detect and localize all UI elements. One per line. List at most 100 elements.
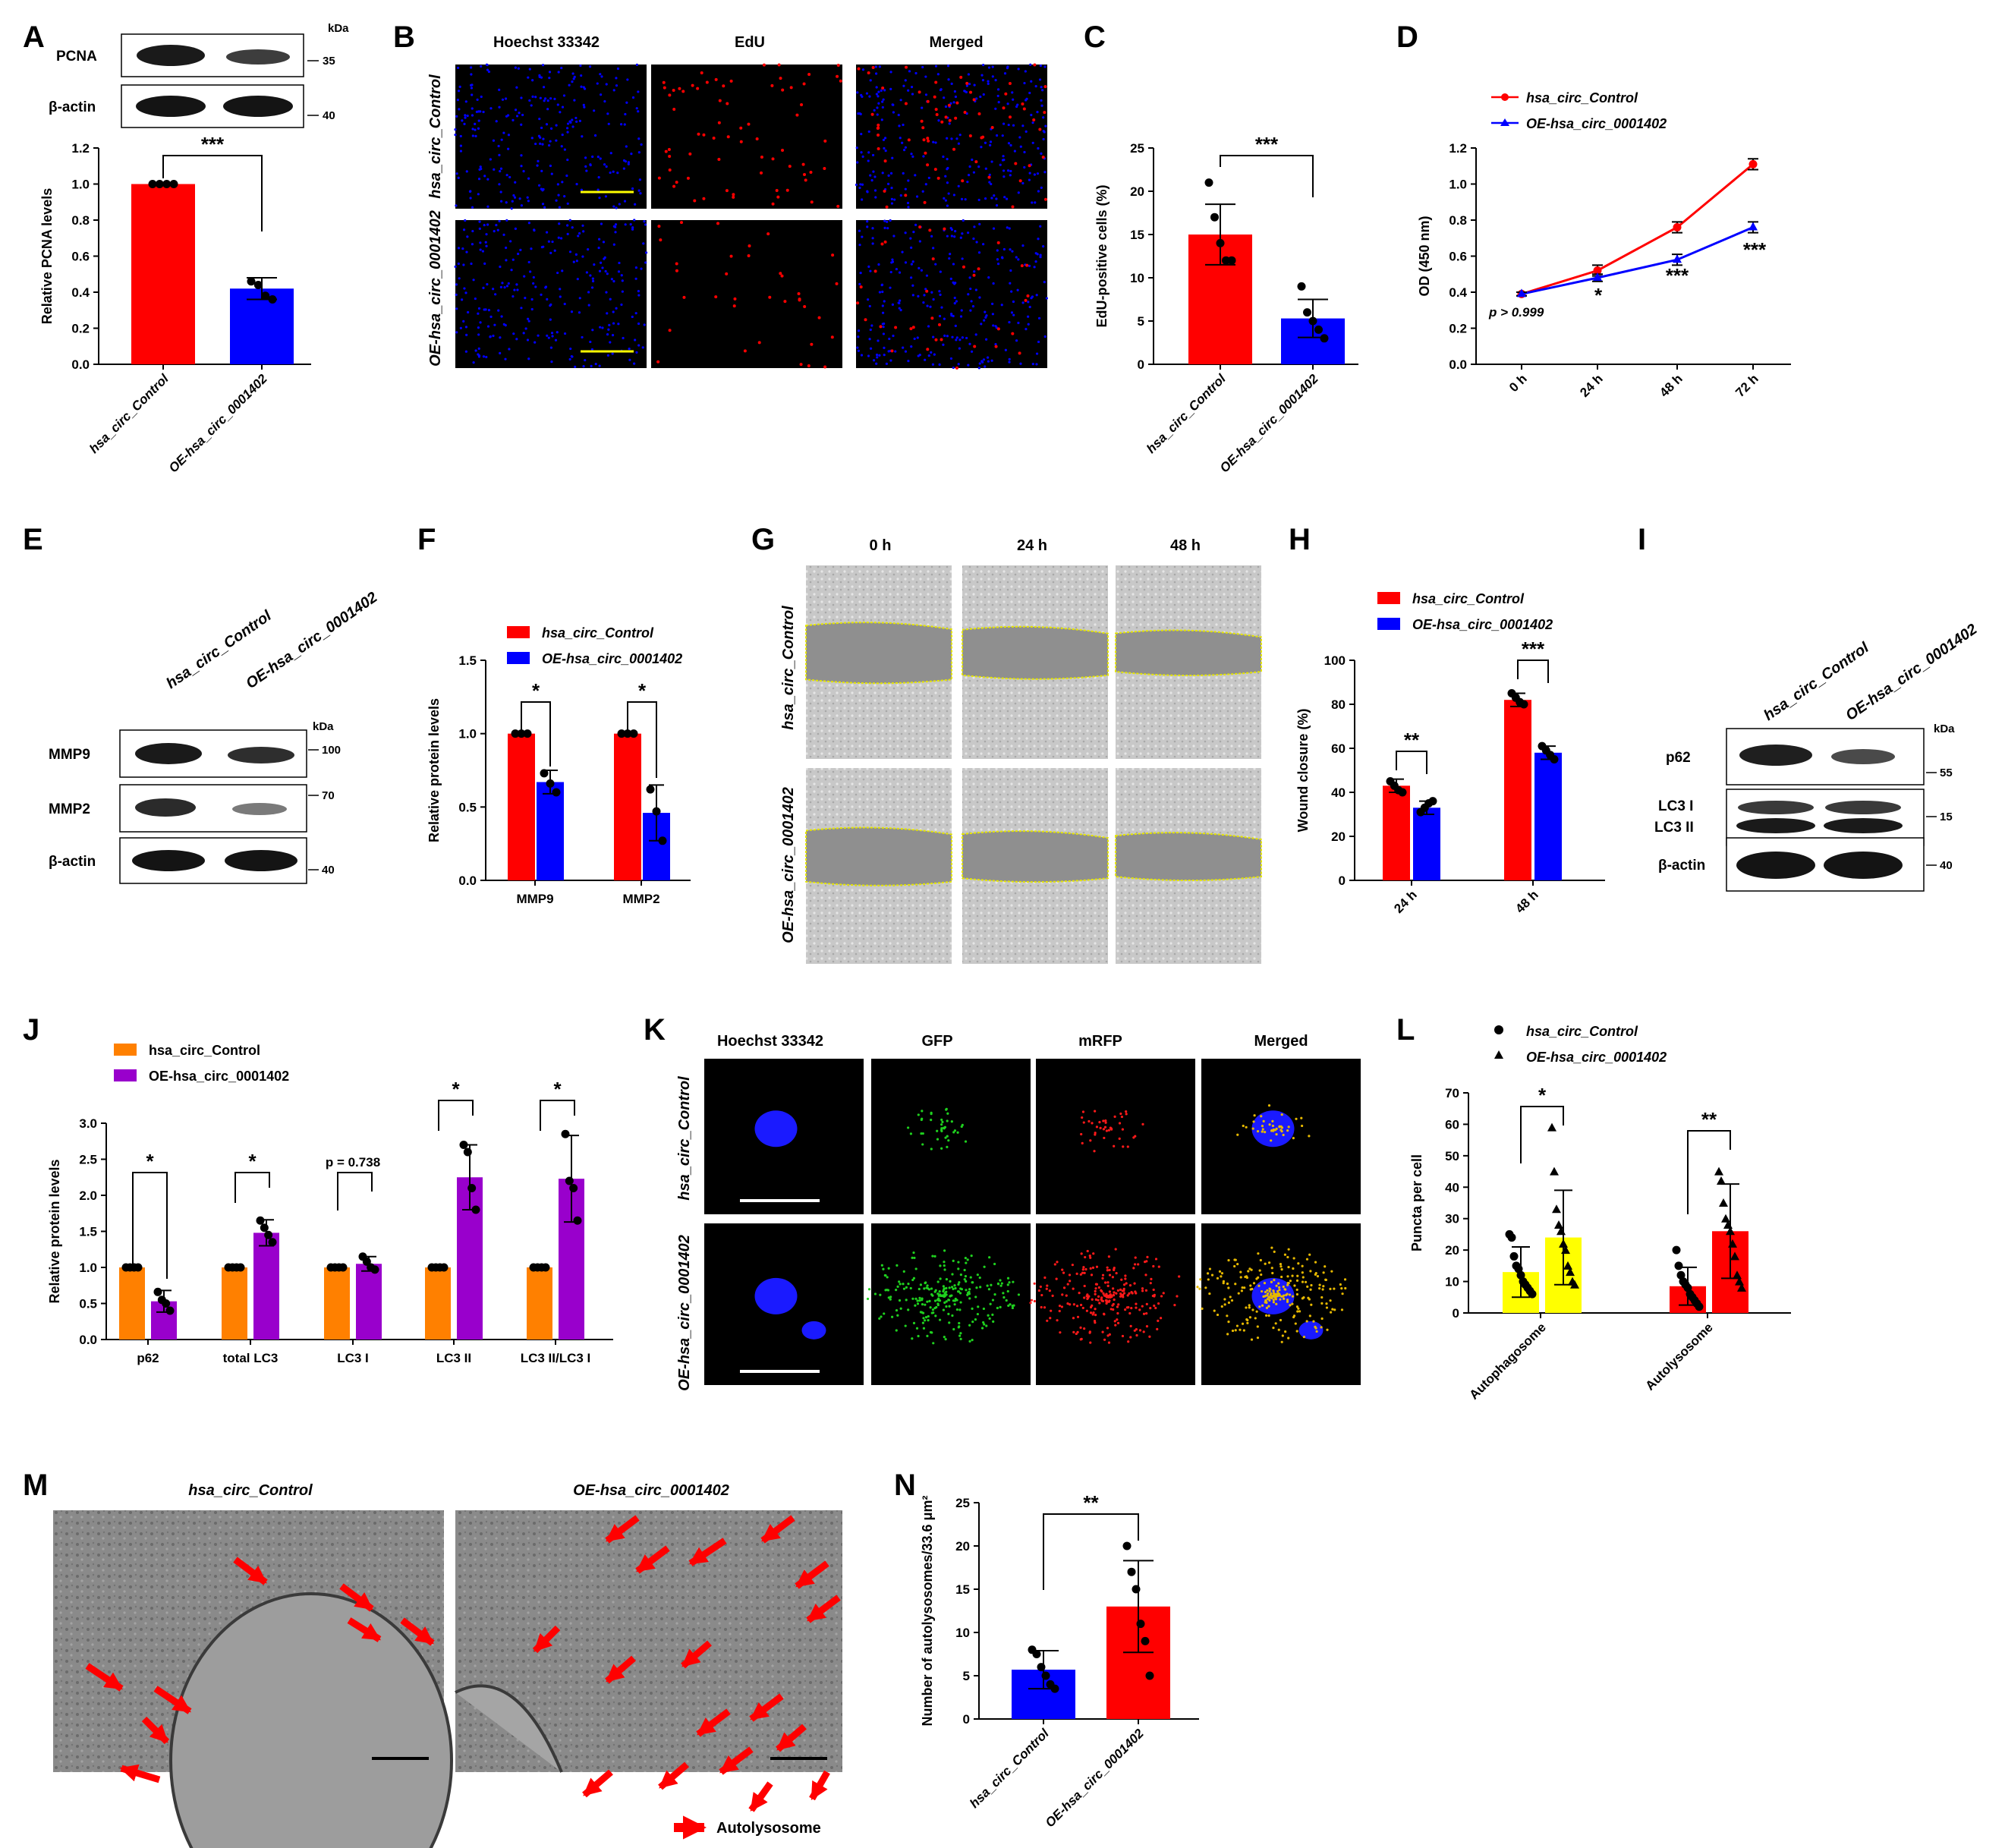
edu-dot xyxy=(996,327,1000,331)
puncta-dot xyxy=(987,1288,990,1291)
legend-swatch xyxy=(507,652,530,664)
nucleus-dot xyxy=(605,165,608,168)
nucleus-dot xyxy=(477,326,480,329)
nucleus-dot xyxy=(507,134,511,137)
nucleus-dot xyxy=(481,250,484,253)
puncta-dot xyxy=(1071,1264,1074,1267)
nucleus-dot xyxy=(977,367,980,370)
puncta-dot xyxy=(1141,1305,1144,1308)
nucleus-dot xyxy=(489,335,492,338)
puncta-dot xyxy=(904,1324,907,1327)
edu-dot xyxy=(1018,179,1022,183)
data-point xyxy=(540,769,549,778)
nucleus-dot xyxy=(507,147,510,150)
nucleus-dot xyxy=(639,192,642,195)
puncta-dot xyxy=(1220,1272,1224,1275)
nucleus-dot xyxy=(599,73,602,76)
data-point xyxy=(658,836,667,845)
nucleus-dot xyxy=(543,99,546,102)
puncta-dot xyxy=(1084,1267,1087,1271)
nucleus-dot xyxy=(952,281,955,284)
nucleus-dot xyxy=(515,86,518,89)
x-tick-label: 48 h xyxy=(1512,887,1541,915)
nucleus-dot xyxy=(522,332,525,335)
nucleus-dot xyxy=(875,362,878,365)
nucleus-dot xyxy=(524,297,527,300)
nucleus-dot xyxy=(967,73,970,76)
micrograph xyxy=(856,65,1047,209)
edu-dot xyxy=(831,253,835,257)
nucleus-dot xyxy=(966,231,970,235)
puncta-dot xyxy=(1107,1255,1110,1258)
edu-dot xyxy=(697,132,700,136)
data-point xyxy=(1216,238,1225,247)
nucleus-dot xyxy=(597,246,600,250)
nucleus-dot xyxy=(540,293,543,296)
nucleus-dot xyxy=(502,323,505,326)
nucleus-dot xyxy=(950,235,953,238)
puncta-dot xyxy=(1083,1327,1086,1330)
nucleus-dot xyxy=(634,338,637,342)
puncta-dot xyxy=(1116,1289,1119,1292)
puncta-dot xyxy=(1275,1132,1278,1136)
puncta-dot xyxy=(1283,1253,1287,1256)
data-point xyxy=(236,1263,245,1272)
nucleus-dot xyxy=(1012,124,1015,127)
nucleus-dot xyxy=(957,142,960,145)
panel-label: A xyxy=(23,20,45,54)
nucleus-dot xyxy=(883,346,886,350)
bar xyxy=(222,1267,247,1340)
nucleus-dot xyxy=(924,93,928,96)
puncta-dot xyxy=(1094,1133,1097,1136)
nucleus-dot xyxy=(1027,323,1030,326)
nucleus-dot xyxy=(961,232,964,235)
edu-dot xyxy=(881,87,885,90)
puncta-dot xyxy=(1091,1304,1094,1308)
edu-dot xyxy=(800,103,804,107)
puncta-dot xyxy=(918,1287,921,1291)
puncta-dot xyxy=(911,1278,914,1282)
puncta-dot xyxy=(1267,1295,1271,1299)
nucleus-dot xyxy=(961,336,964,339)
puncta-dot xyxy=(1075,1332,1078,1336)
puncta-dot xyxy=(1244,1275,1247,1279)
puncta-dot xyxy=(1245,1125,1248,1129)
x-tick-label: hsa_circ_Control xyxy=(87,370,172,456)
nucleus-dot xyxy=(571,125,574,128)
autolysosome-arrow-icon xyxy=(605,1655,636,1684)
puncta-dot xyxy=(938,1318,942,1321)
data-point xyxy=(338,1263,348,1272)
micrograph xyxy=(455,220,647,368)
nucleus-dot xyxy=(482,355,486,358)
data-point xyxy=(1297,282,1306,291)
nucleus-dot xyxy=(471,134,474,137)
puncta-dot xyxy=(1079,1273,1082,1276)
nucleus-dot xyxy=(948,257,951,260)
puncta-dot xyxy=(992,1320,995,1323)
annotation: p > 0.999 xyxy=(1488,305,1544,320)
puncta-dot xyxy=(1120,1115,1124,1119)
edu-dot xyxy=(994,345,998,348)
significance-bracket xyxy=(1396,751,1427,774)
nucleus-dot xyxy=(1037,190,1040,193)
puncta-dot xyxy=(1135,1302,1138,1305)
nucleus-dot xyxy=(910,153,913,156)
autolysosome-arrow-icon xyxy=(400,1617,435,1646)
puncta-dot xyxy=(1148,1335,1151,1338)
line-point xyxy=(1748,159,1758,168)
nucleus-dot xyxy=(463,122,466,125)
y-tick-label: 50 xyxy=(1445,1149,1459,1163)
puncta-dot xyxy=(966,1293,969,1296)
puncta-dot xyxy=(902,1270,905,1273)
nucleus-dot xyxy=(861,68,865,71)
puncta-dot xyxy=(1099,1126,1102,1129)
puncta-dot xyxy=(1295,1117,1298,1120)
puncta-dot xyxy=(921,1110,924,1113)
micrograph xyxy=(871,1223,1031,1385)
puncta-dot xyxy=(1302,1335,1306,1339)
y-tick-label: 3.0 xyxy=(79,1116,97,1131)
nucleus-dot xyxy=(899,309,902,312)
nucleus-dot xyxy=(921,190,924,193)
